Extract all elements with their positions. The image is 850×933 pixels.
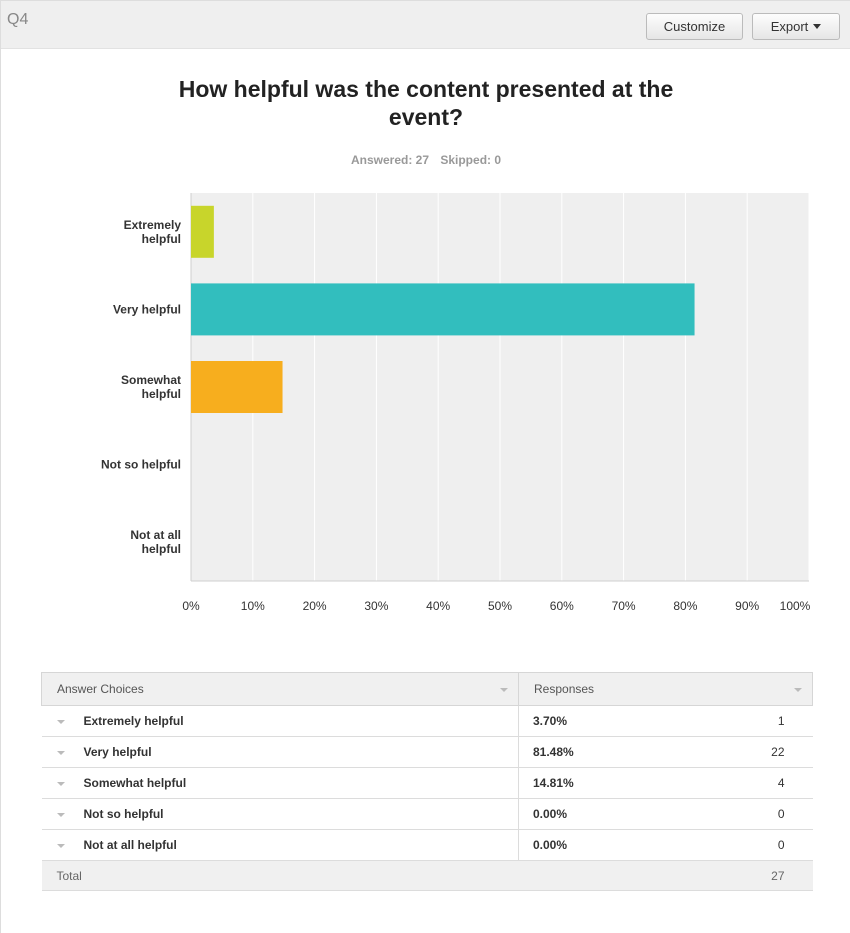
- customize-button[interactable]: Customize: [646, 13, 743, 40]
- response-count: 1: [777, 714, 785, 728]
- response-count: 0: [777, 807, 785, 821]
- total-row: Total 27: [41, 860, 813, 891]
- x-tick-label: 60%: [550, 599, 574, 613]
- response-count: 22: [771, 745, 785, 759]
- response-percent: 14.81%: [533, 776, 574, 790]
- choice-cell: Somewhat helpful: [41, 767, 519, 799]
- total-label: Total: [41, 860, 519, 891]
- category-label-line: helpful: [142, 387, 181, 401]
- bar: [191, 283, 695, 336]
- chart-title: How helpful was the content presented at…: [178, 76, 674, 130]
- category-label-line: Somewhat: [121, 373, 181, 387]
- category-label-line: helpful: [142, 542, 181, 556]
- choice-cell: Not so helpful: [41, 798, 519, 830]
- x-tick-label: 50%: [488, 599, 512, 613]
- category-label-line: helpful: [142, 232, 181, 246]
- sort-icon: [500, 688, 508, 692]
- x-tick-label: 30%: [364, 599, 388, 613]
- sort-icon: [794, 688, 802, 692]
- table-row: Extremely helpful 3.70% 1: [41, 705, 813, 737]
- customize-label: Customize: [663, 19, 726, 34]
- choice-label: Somewhat helpful: [83, 776, 187, 790]
- choice-label: Not so helpful: [83, 807, 164, 821]
- choice-cell: Not at all helpful: [41, 829, 519, 861]
- response-percent: 0.00%: [533, 807, 568, 821]
- x-tick-label: 10%: [241, 599, 265, 613]
- table-header-row: Answer Choices Responses: [41, 672, 813, 706]
- table-body: Extremely helpful 3.70% 1 Very helpful 81.48…: [41, 705, 813, 861]
- export-label: Export: [770, 19, 809, 34]
- choice-label: Not at all helpful: [83, 838, 177, 852]
- table-row: Somewhat helpful 14.81% 4: [41, 767, 813, 799]
- category-label: Extremely helpful: [124, 218, 182, 246]
- category-label-line: Not at all: [130, 528, 181, 542]
- responses-label: Responses: [534, 682, 595, 696]
- category-label: Somewhat helpful: [121, 373, 181, 401]
- expand-icon[interactable]: [56, 750, 65, 755]
- answered-summary: Answered: 27 Skipped: 0: [1, 153, 850, 167]
- choice-cell: Very helpful: [41, 736, 519, 768]
- expand-icon[interactable]: [56, 843, 65, 848]
- response-count: 0: [777, 838, 785, 852]
- response-percent: 81.48%: [533, 745, 574, 759]
- table-row: Very helpful 81.48% 22: [41, 736, 813, 768]
- bar: [191, 361, 283, 413]
- responses-table: Answer Choices Responses Extremely helpf…: [41, 672, 813, 891]
- response-percent: 3.70%: [533, 714, 568, 728]
- x-tick-label: 40%: [426, 599, 450, 613]
- answer-choices-label: Answer Choices: [57, 682, 144, 696]
- question-number: Q4: [7, 11, 29, 28]
- category-label: Not at all helpful: [130, 528, 181, 556]
- caret-down-icon: [813, 24, 822, 30]
- question-header: Q4 Customize Export: [1, 1, 850, 49]
- response-cell: 0.00% 0: [518, 829, 813, 861]
- response-cell: 81.48% 22: [518, 736, 813, 768]
- response-cell: 14.81% 4: [518, 767, 813, 799]
- category-label: Not so helpful: [101, 458, 181, 472]
- category-label-line: Very helpful: [113, 302, 181, 316]
- response-percent: 0.00%: [533, 838, 568, 852]
- category-label-line: Extremely: [124, 218, 182, 232]
- table-row: Not so helpful 0.00% 0: [41, 798, 813, 830]
- bar: [191, 205, 214, 258]
- answered-count: Answered: 27: [350, 153, 429, 167]
- table-row: Not at all helpful 0.00% 0: [41, 829, 813, 861]
- expand-icon[interactable]: [56, 812, 65, 817]
- choice-label: Extremely helpful: [83, 714, 184, 728]
- export-button[interactable]: Export: [752, 13, 840, 40]
- x-tick-label: 20%: [303, 599, 327, 613]
- x-tick-label: 80%: [673, 599, 697, 613]
- answer-choices-header[interactable]: Answer Choices: [41, 672, 519, 706]
- x-tick-label: 0%: [182, 599, 200, 613]
- bar-chart: 0% 10% 20% 30% 40% 50% 60% 70% 80% 90% 100% Extreme…: [101, 193, 811, 613]
- responses-header[interactable]: Responses: [518, 672, 813, 706]
- total-count: 27: [518, 860, 813, 891]
- category-label-line: Not so helpful: [101, 458, 181, 472]
- expand-icon[interactable]: [56, 719, 65, 724]
- response-cell: 3.70% 1: [518, 705, 813, 737]
- skipped-count: Skipped: 0: [440, 153, 502, 167]
- response-count: 4: [777, 776, 785, 790]
- choice-label: Very helpful: [83, 745, 152, 759]
- category-label: Very helpful: [113, 302, 181, 316]
- choice-cell: Extremely helpful: [41, 705, 519, 737]
- x-tick-label: 70%: [612, 599, 636, 613]
- x-tick-label: 100%: [780, 599, 811, 613]
- x-tick-label: 90%: [735, 599, 759, 613]
- expand-icon[interactable]: [56, 781, 65, 786]
- response-cell: 0.00% 0: [518, 798, 813, 830]
